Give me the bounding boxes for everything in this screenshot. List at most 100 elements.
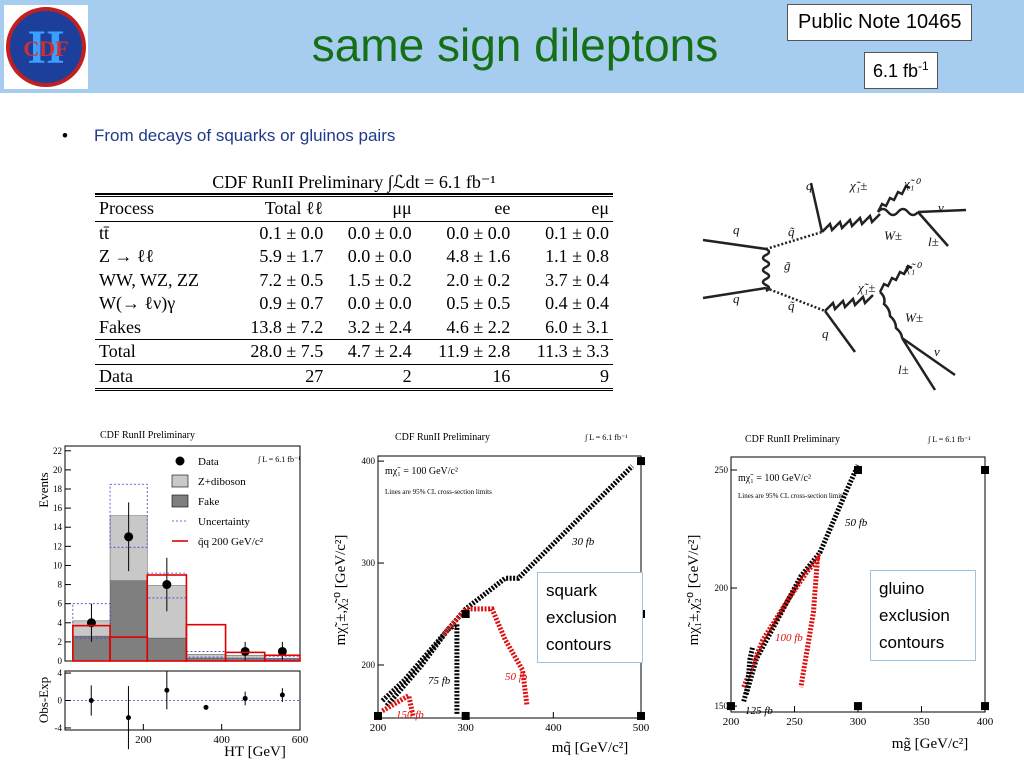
y-tick-label: 300 — [362, 558, 376, 568]
y-tick-label: 16 — [53, 503, 63, 513]
chart-title: CDF RunII Preliminary — [395, 432, 490, 443]
y-tick-label: 200 — [715, 583, 729, 593]
data-point — [242, 695, 248, 701]
y-tick-label: 22 — [53, 446, 62, 456]
diagram-label: W± — [905, 310, 923, 325]
table-cell: 0.0 ± 0.0 — [415, 220, 515, 245]
x-tick-label: 600 — [292, 734, 309, 746]
data-point — [240, 646, 250, 656]
contour-label: 125 fb — [745, 705, 773, 717]
contour-label: 100 fb — [775, 632, 803, 644]
diagram-label: q — [733, 291, 740, 306]
table-row: W(→ ℓν)γ 0.9 ± 0.7 0.0 ± 0.0 0.5 ± 0.5 0.4 ±… — [95, 292, 613, 316]
table-row: tt̄ 0.1 ± 0.0 0.0 ± 0.0 0.0 ± 0.0 0.1 ± 0.0 — [95, 220, 613, 245]
legend-label: q̄q 200 GeV/c² — [198, 536, 264, 548]
y-tick-label: 400 — [362, 456, 376, 466]
signal-bar — [146, 574, 188, 662]
y-axis-label: Events — [36, 472, 51, 507]
uncertainty-band — [225, 652, 266, 659]
contour — [741, 646, 756, 703]
y-axis-label: Obs-Exp — [36, 677, 51, 723]
y-axis-label: mχ̃₁±,χ̃₂⁰ [GeV/c²] — [686, 535, 702, 646]
logo-text: CDF — [23, 36, 68, 61]
feynman-diagram — [702, 182, 967, 391]
table-cell: 16 — [415, 363, 515, 390]
table: CDF RunII Preliminary ∫ℒdt = 6.1 fb⁻¹ Pro… — [95, 172, 613, 391]
table-cell: 4.8 ± 1.6 — [446, 246, 511, 266]
y-tick-label: 200 — [362, 660, 376, 670]
grid-point — [637, 457, 645, 466]
stack-bar — [109, 580, 148, 662]
annotation: ∫ L = 6.1 fb⁻¹ — [584, 433, 628, 442]
logo: II CDF — [4, 5, 88, 89]
contour — [380, 464, 634, 703]
contour — [743, 464, 861, 695]
contour — [384, 619, 460, 714]
legend-label: Data — [198, 456, 219, 468]
table-cell: 0.1 ± 0.0 — [514, 220, 613, 245]
note: mχ̃₁ = 100 GeV/c² — [385, 466, 458, 477]
uncertainty-band — [109, 483, 148, 548]
bullet-text: From decays of squarks or gluinos pairs — [93, 126, 396, 145]
contour — [381, 691, 416, 717]
table-cell: 9 — [514, 363, 613, 390]
column-header: Total ℓℓ — [264, 198, 324, 218]
annotation: ∫ L = 6.1 fb⁻¹ — [257, 455, 301, 464]
x-tick-label: 300 — [850, 716, 867, 728]
y-tick-label: 10 — [53, 560, 63, 570]
contour-label: 30 fb — [571, 536, 595, 548]
table-cell: 11.9 ± 2.8 — [415, 339, 515, 364]
y-tick-label: 2 — [58, 637, 63, 647]
annotation: ∫ L = 6.1 fb⁻¹ — [927, 435, 971, 444]
y-tick-label: 0 — [58, 696, 63, 706]
y-axis-label: mχ̃₁±,χ̃₂⁰ [GeV/c²] — [333, 535, 349, 646]
table-cell: 0.0 ± 0.0 — [347, 246, 412, 266]
callout: squark exclusion contours — [537, 572, 643, 663]
diagram-label: ν — [934, 344, 940, 359]
note: mχ̃₁ = 100 GeV/c² — [738, 473, 811, 484]
header: II CDF same sign dileptons Public Note 1… — [0, 0, 1024, 93]
table-row: Fakes 13.8 ± 7.2 3.2 ± 2.4 4.6 ± 2.2 6.0 ± 3… — [95, 316, 613, 340]
table-cell: 0.1 ± 0.0 — [227, 220, 328, 245]
diagram-label: χ̃₁⁰ — [903, 260, 922, 275]
table-row: WW, WZ, ZZ 7.2 ± 0.5 1.5 ± 0.2 2.0 ± 0.2 3.7… — [95, 269, 613, 293]
lumi-exponent: -1 — [918, 59, 929, 73]
table-cell: 1.1 ± 0.8 — [545, 246, 609, 266]
diagram-label: q̃ — [788, 298, 795, 313]
table-cell: 4.7 ± 2.4 — [327, 339, 416, 364]
chart-title: CDF RunII Preliminary — [745, 434, 840, 445]
legend-label: Z+diboson — [198, 476, 246, 488]
lumi-box: 6.1 fb-1 — [864, 52, 938, 89]
x-tick-label: 200 — [135, 734, 152, 746]
logo-numeral: II — [27, 21, 64, 74]
signal-bar — [263, 654, 301, 662]
table-row: Data 27 2 16 9 — [95, 363, 613, 390]
contour-label: 50 fb — [505, 671, 528, 683]
grid-point — [461, 610, 470, 619]
diagram-label: l± — [898, 362, 909, 377]
diagram-label: W± — [884, 228, 902, 243]
data-point — [203, 704, 209, 710]
chart-title: CDF RunII Preliminary — [100, 430, 195, 441]
table-cell: W(→ ℓν)γ — [99, 293, 176, 313]
table-cell: 0.4 ± 0.4 — [545, 293, 609, 313]
column-header: μμ — [392, 198, 412, 218]
table-cell: 0.0 ± 0.0 — [347, 293, 412, 313]
table-row: Total 28.0 ± 7.5 4.7 ± 2.4 11.9 ± 2.8 11.3 ±… — [95, 339, 613, 364]
diagram-label: q̃ — [788, 224, 795, 239]
table-title: CDF RunII Preliminary ∫ℒdt = 6.1 fb⁻¹ — [95, 172, 613, 194]
table-cell: Data — [95, 363, 228, 390]
uncertainty-band — [186, 651, 226, 658]
table-cell: 28.0 ± 7.5 — [227, 339, 328, 364]
table-cell: 2 — [327, 363, 416, 390]
table-cell: WW, WZ, ZZ — [99, 269, 199, 290]
header-row: Process Total ℓℓ μμ ee eμ — [95, 196, 613, 222]
diagram-label: χ̃₁± — [848, 178, 867, 193]
signal-bar — [185, 623, 227, 662]
table-cell: 0.0 ± 0.0 — [327, 220, 416, 245]
table-cell: 5.9 ± 1.7 — [259, 246, 324, 266]
x-tick-label: 250 — [786, 716, 803, 728]
data-point — [125, 715, 131, 721]
x-tick-label: 350 — [913, 716, 930, 728]
